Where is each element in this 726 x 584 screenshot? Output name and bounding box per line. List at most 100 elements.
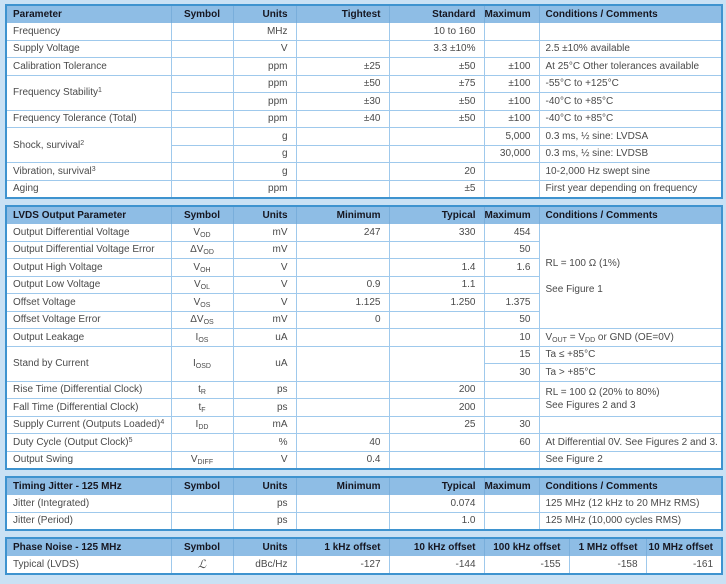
table-row: Shock, survival2 g 5,000 0.3 ms, ½ sine: LV… bbox=[5, 127, 723, 163]
maximum-cell: 30 bbox=[483, 415, 540, 434]
conditions-cell: -40°C to +85°C bbox=[538, 109, 723, 128]
units-cell: MHz bbox=[232, 23, 297, 41]
spec-table-lvds-output: LVDS Output Parameter Symbol Units Minimum T… bbox=[5, 205, 723, 470]
symbol-cell: tF bbox=[170, 398, 234, 417]
symbol-cell: VOL bbox=[170, 275, 234, 294]
minimum-cell: 40 bbox=[295, 433, 390, 452]
maximum-cell: ±100 bbox=[483, 92, 540, 111]
typical-cell: 25 bbox=[388, 415, 485, 434]
column-header-maximum: Maximum bbox=[483, 5, 539, 23]
typical-cell: 1.0 bbox=[388, 511, 485, 531]
units-cell: ppm bbox=[232, 179, 297, 199]
parameter-cell: Supply Current (Outputs Loaded)4 bbox=[5, 415, 172, 434]
table-row: Calibration Tolerance ppm ±25 ±50 ±100 At 25°… bbox=[5, 57, 723, 76]
column-header-minimum: Minimum bbox=[295, 206, 389, 224]
minimum-cell bbox=[295, 398, 390, 417]
column-header-conditions: Conditions / Comments bbox=[538, 477, 722, 495]
parameter-cell: Shock, survival2 bbox=[5, 127, 172, 163]
units-cell: uA bbox=[232, 345, 297, 382]
typical-cell bbox=[388, 450, 485, 470]
conditions-cell: VOUT = VDD or GND (OE=0V) bbox=[538, 328, 723, 347]
maximum-cell bbox=[483, 398, 540, 417]
maximum-cell: 454 bbox=[483, 224, 540, 242]
maximum-cell: 60 bbox=[483, 433, 540, 452]
offset-1mhz-cell: -158 bbox=[568, 556, 647, 574]
conditions-cell: First year depending on frequency bbox=[538, 179, 723, 199]
symbol-cell bbox=[170, 127, 234, 146]
column-header-typical: Typical bbox=[388, 206, 484, 224]
units-cell: V bbox=[232, 258, 297, 277]
table-row: Output Leakage IOS uA 10 VOUT = VDD or GND (… bbox=[5, 328, 723, 347]
column-header-offset-1khz: 1 kHz offset bbox=[295, 538, 389, 556]
typical-cell: 200 bbox=[388, 398, 485, 417]
conditions-cell: Ta ≤ +85°C bbox=[538, 345, 723, 364]
table-row: Fall Time (Differential Clock) tF ps 200 bbox=[5, 398, 722, 417]
conditions-cell bbox=[538, 23, 723, 41]
table-row: Offset Voltage Error ΔVOS mV 0 50 bbox=[5, 310, 722, 329]
parameter-cell: Output Swing bbox=[5, 450, 172, 470]
table-row: Stand by Current IOSD uA 15 Ta ≤ +85°C bbox=[5, 345, 723, 382]
column-header-maximum: Maximum bbox=[483, 477, 539, 495]
maximum-cell: ±100 bbox=[483, 74, 540, 93]
parameter-cell: Output High Voltage bbox=[5, 258, 172, 277]
symbol-cell bbox=[170, 57, 234, 76]
units-cell: ppm bbox=[232, 109, 297, 128]
table-row: Vibration, survival3 g 20 10-2,000 Hz swept… bbox=[5, 162, 723, 181]
typical-cell bbox=[388, 328, 485, 347]
standard-cell: ±50 bbox=[388, 57, 485, 76]
symbol-cell bbox=[170, 144, 234, 163]
spec-table-phase-noise: Phase Noise - 125 MHz Symbol Units 1 kHz of… bbox=[5, 537, 723, 575]
units-cell: mV bbox=[232, 310, 297, 329]
tightest-cell: ±50 bbox=[295, 74, 390, 93]
maximum-cell: ±100 bbox=[483, 109, 540, 128]
units-cell: V bbox=[232, 275, 297, 294]
column-header-offset-10mhz: 10 MHz offset bbox=[645, 538, 722, 556]
tightest-cell bbox=[295, 179, 390, 199]
maximum-cell bbox=[483, 450, 540, 470]
conditions-cell: Ta > +85°C bbox=[538, 363, 723, 382]
symbol-cell: VOH bbox=[170, 258, 234, 277]
minimum-cell bbox=[295, 240, 390, 259]
conditions-cell: At 25°C Other tolerances available bbox=[538, 57, 723, 76]
tightest-cell: ±40 bbox=[295, 109, 390, 128]
table-row: g 30,000 0.3 ms, ½ sine: LVDSB bbox=[6, 144, 723, 163]
parameter-cell: Jitter (Period) bbox=[5, 511, 172, 531]
column-header-units: Units bbox=[232, 206, 296, 224]
conditions-cell bbox=[538, 415, 723, 434]
standard-cell: ±50 bbox=[388, 92, 485, 111]
typical-cell: 1.1 bbox=[388, 275, 485, 294]
spec-table-timing-jitter: Timing Jitter - 125 MHz Symbol Units Minimu… bbox=[5, 476, 723, 531]
standard-cell bbox=[388, 144, 485, 163]
column-header-parameter: Timing Jitter - 125 MHz bbox=[6, 477, 171, 495]
table-row: Output Low Voltage VOL V 0.9 1.1 bbox=[5, 275, 722, 294]
symbol-cell bbox=[170, 92, 234, 111]
spec-table-general: Parameter Symbol Units Tightest Standard Maxi… bbox=[5, 4, 723, 199]
column-header-symbol: Symbol bbox=[170, 206, 233, 224]
maximum-cell: ±100 bbox=[483, 57, 540, 76]
column-header-parameter: Phase Noise - 125 MHz bbox=[6, 538, 171, 556]
standard-cell: 20 bbox=[388, 162, 485, 181]
maximum-cell: 30,000 bbox=[483, 144, 540, 163]
maximum-cell bbox=[483, 39, 540, 58]
tightest-cell bbox=[295, 144, 390, 163]
table-row: ppm ±30 ±50 ±100 -40°C to +85°C bbox=[6, 92, 723, 111]
symbol-cell bbox=[170, 511, 234, 531]
maximum-cell: 1.6 bbox=[483, 258, 540, 277]
units-cell: ps bbox=[232, 380, 297, 399]
units-cell: % bbox=[232, 433, 297, 452]
units-cell: V bbox=[232, 450, 297, 470]
maximum-cell bbox=[483, 495, 540, 513]
symbol-cell: IOS bbox=[170, 328, 234, 347]
maximum-cell bbox=[483, 275, 540, 294]
column-header-offset-100khz: 100 kHz offset bbox=[483, 538, 569, 556]
offset-1khz-cell: -127 bbox=[295, 556, 390, 574]
minimum-cell: 247 bbox=[295, 224, 390, 242]
tightest-cell bbox=[295, 23, 390, 41]
symbol-cell: ΔVOS bbox=[170, 310, 234, 329]
parameter-cell: Typical (LVDS) bbox=[5, 556, 172, 574]
maximum-cell: 15 bbox=[483, 345, 540, 364]
symbol-cell bbox=[170, 162, 234, 181]
symbol-cell bbox=[170, 109, 234, 128]
parameter-cell: Frequency bbox=[5, 23, 172, 41]
